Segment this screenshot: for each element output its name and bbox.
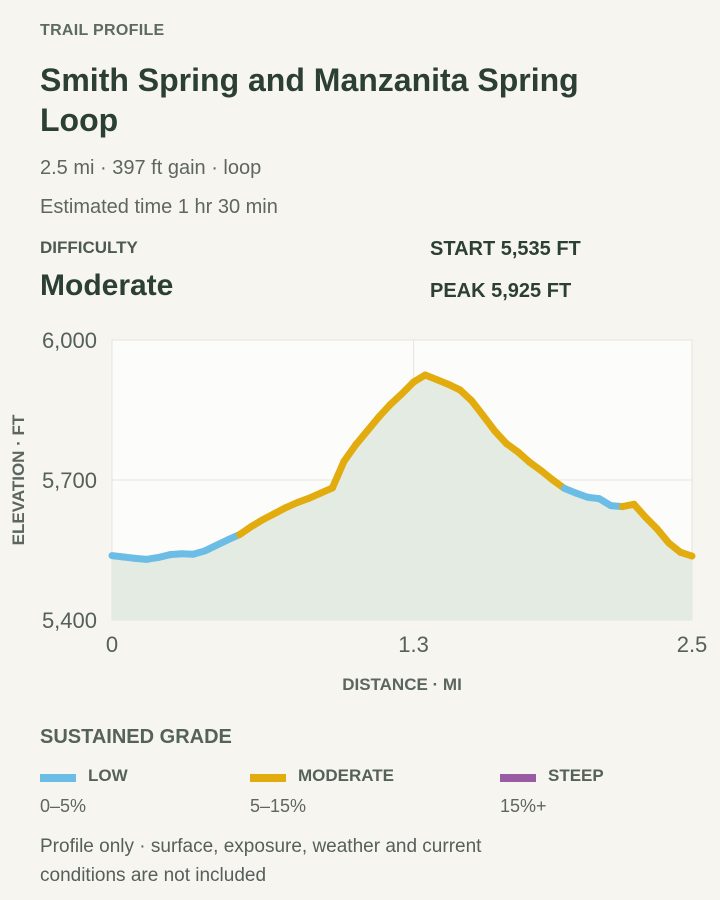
- trail-title: Smith Spring and Manzanita Spring Loop: [40, 62, 579, 138]
- eyebrow-label: TRAIL PROFILE: [40, 22, 165, 39]
- legend-range-moderate: 5–15%: [250, 796, 307, 816]
- x-tick-label: 0: [106, 632, 118, 657]
- legend-label-low: LOW: [88, 766, 128, 785]
- y-axis-ticks: 5,400 5,700 6,000: [42, 328, 97, 633]
- y-tick-label: 5,700: [42, 468, 97, 493]
- start-elevation: START 5,535 FT: [430, 238, 581, 260]
- x-tick-label: 2.5: [677, 632, 708, 657]
- legend-swatch-steep: [500, 774, 536, 782]
- x-axis-ticks: 0 1.3 2.5: [106, 632, 707, 657]
- profile-segment-49: [676, 548, 696, 560]
- legend-label-moderate: MODERATE: [298, 766, 395, 785]
- elevation-area: [112, 375, 692, 620]
- y-axis-label: ELEVATION · FT: [9, 414, 28, 545]
- peak-elevation: PEAK 5,925 FT: [430, 280, 572, 302]
- y-tick-label: 6,000: [42, 328, 97, 353]
- x-tick-label: 1.3: [398, 632, 429, 657]
- elevation-line: [108, 371, 696, 563]
- x-axis-label: DISTANCE · MI: [342, 675, 462, 694]
- elevation-profile-chart: 5,400 5,700 6,000 0 1.3 2.5 DISTANCE · MI EL…: [9, 328, 707, 694]
- difficulty-label: DIFFICULTY: [40, 238, 138, 257]
- legend-swatch-moderate: [250, 774, 286, 782]
- legend-title: SUSTAINED GRADE: [40, 726, 232, 748]
- legend-range-steep: 15%+: [500, 796, 547, 816]
- trail-summary: 2.5 mi · 397 ft gain · loop: [40, 157, 262, 179]
- estimated-time: Estimated time 1 hr 30 min: [40, 196, 278, 218]
- legend-label-steep: STEEP: [548, 766, 604, 785]
- y-tick-label: 5,400: [42, 608, 97, 633]
- difficulty-value: Moderate: [40, 269, 174, 302]
- profile-segment-19: [328, 457, 348, 492]
- footnote: Profile only · surface, exposure, weathe…: [40, 836, 482, 886]
- legend-swatch-low: [40, 774, 76, 782]
- legend-range-low: 0–5%: [40, 796, 87, 816]
